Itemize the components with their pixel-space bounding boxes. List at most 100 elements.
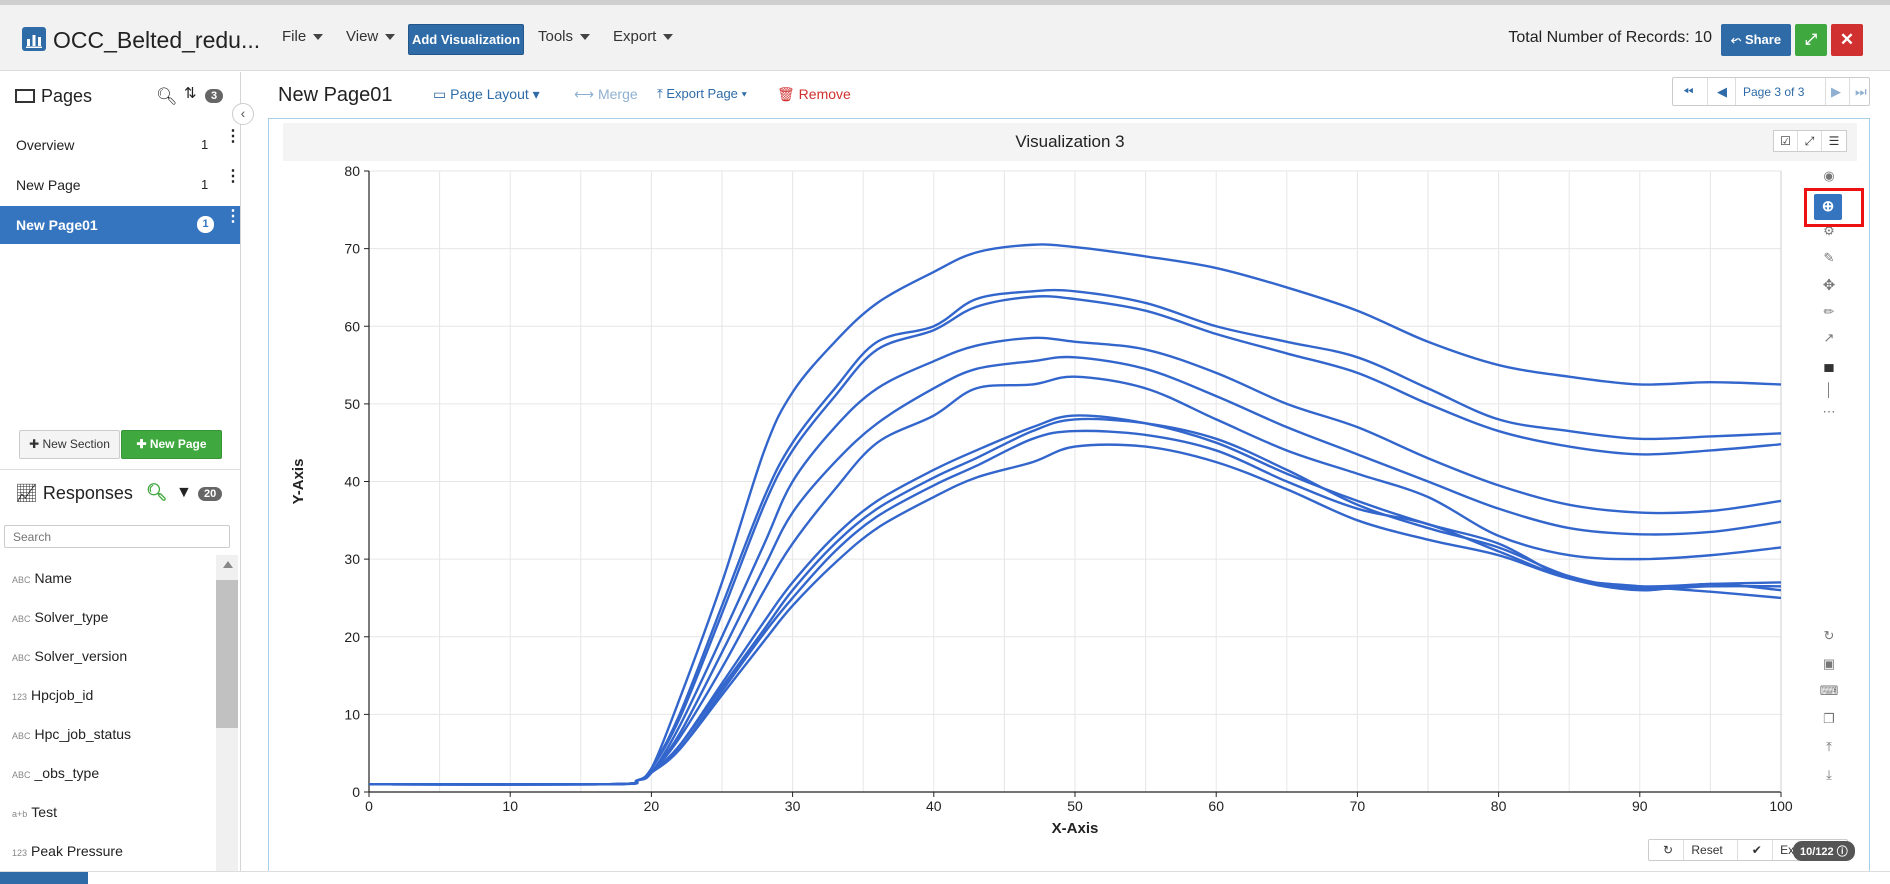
- page-item-count: 1: [197, 216, 214, 233]
- response-item[interactable]: ABC Solver_version: [12, 648, 127, 664]
- export-page-dropdown[interactable]: ⤒ Export Page ▾: [657, 86, 747, 102]
- refresh-icon[interactable]: ↻: [1823, 628, 1835, 643]
- next-page-icon[interactable]: ▶︎: [1831, 84, 1841, 99]
- response-label: _obs_type: [34, 765, 100, 781]
- page-item-overview[interactable]: Overview 1 ⋮: [0, 126, 241, 164]
- y-tick-label: 20: [344, 629, 360, 645]
- search-pages-icon[interactable]: 🔍︎: [156, 87, 178, 106]
- pages-heading: Pages: [15, 86, 92, 107]
- export-page-label: Export Page: [666, 86, 738, 101]
- maximize-icon[interactable]: ⤢: [1798, 131, 1822, 151]
- menu-export[interactable]: Export: [613, 28, 674, 45]
- scrollbar-thumb[interactable]: [216, 580, 238, 728]
- response-item[interactable]: ABC Name: [12, 570, 72, 586]
- chevron-down-icon: [580, 34, 591, 41]
- info-icon: ⓘ: [1833, 846, 1848, 858]
- remove-button[interactable]: 🗑︎ Remove: [777, 86, 851, 103]
- share-button[interactable]: ⬿ Share: [1721, 24, 1791, 56]
- plus-icon: ✚: [136, 437, 150, 451]
- pager-divider: [1849, 78, 1850, 105]
- new-section-label: New Section: [42, 437, 110, 451]
- type-label: ABC: [12, 731, 31, 741]
- x-tick-label: 20: [644, 798, 660, 814]
- visualization-panel: Visualization 3 ☑ ⤢ ☰: [268, 118, 1870, 875]
- new-section-button[interactable]: ✚ New Section: [19, 430, 120, 459]
- zoom-tool-button[interactable]: ⊕: [1814, 194, 1842, 220]
- menu-file[interactable]: File: [282, 28, 324, 45]
- app-title: OCC_Belted_redu...: [53, 27, 261, 53]
- chevron-left-icon: ‹: [240, 105, 246, 121]
- response-item[interactable]: ABC Solver_type: [12, 609, 108, 625]
- remove-label: Remove: [798, 86, 851, 102]
- response-item[interactable]: 123 Peak Pressure: [12, 843, 123, 859]
- reset-button[interactable]: ↻ Reset: [1649, 840, 1738, 860]
- download-icon[interactable]: ⤓: [1826, 767, 1832, 782]
- ruler-icon[interactable]: ▄: [1824, 356, 1834, 371]
- filter-icon[interactable]: ▼: [176, 484, 192, 501]
- menu-tools[interactable]: Tools: [538, 28, 591, 45]
- last-page-icon[interactable]: ⏭︎: [1855, 84, 1867, 99]
- collapse-sidebar-button[interactable]: ‹: [232, 103, 254, 125]
- page-item-new-page[interactable]: New Page 1 ⋮: [0, 166, 241, 204]
- type-label: ABC: [12, 575, 31, 585]
- keyboard-icon[interactable]: ⌨: [1819, 683, 1839, 698]
- prev-page-icon[interactable]: ◀︎: [1717, 84, 1727, 99]
- page-pager: ⏪︎ ◀︎ Page 3 of 3 ▶︎ ⏭︎: [1672, 77, 1870, 106]
- page-layout-dropdown[interactable]: ▭ Page Layout ▾: [433, 86, 540, 103]
- add-visualization-button[interactable]: Add Visualization: [408, 24, 524, 55]
- close-button[interactable]: ✕: [1831, 24, 1863, 56]
- status-tab: [0, 872, 88, 884]
- records-count-badge[interactable]: 10/122 ⓘ: [1793, 841, 1855, 861]
- sidebar-divider: [0, 469, 240, 470]
- x-tick-label: 100: [1769, 798, 1793, 814]
- pages-title: Pages: [41, 86, 93, 106]
- paint-brush-icon[interactable]: ✎: [1823, 250, 1835, 265]
- upload-icon[interactable]: ⤒: [1826, 739, 1832, 754]
- arrow-icon[interactable]: ↗: [1823, 330, 1835, 345]
- copy-icon[interactable]: ❐: [1823, 711, 1835, 726]
- response-label: Hpcjob_id: [31, 687, 94, 703]
- plus-icon: ✚: [29, 437, 43, 451]
- save-icon[interactable]: ▣: [1822, 656, 1836, 671]
- menu-tools-label: Tools: [538, 28, 574, 45]
- x-tick-label: 60: [1208, 798, 1224, 814]
- responses-search-input[interactable]: [4, 525, 230, 548]
- fullscreen-button[interactable]: ⤢: [1795, 24, 1827, 56]
- merge-button[interactable]: ⟷ Merge: [574, 86, 638, 103]
- sort-pages-icon[interactable]: ⇅: [184, 85, 197, 102]
- new-page-button[interactable]: ✚ New Page: [121, 430, 222, 459]
- dotted-line-icon[interactable]: ⋯: [1822, 404, 1836, 419]
- list-icon: [15, 89, 35, 103]
- response-item[interactable]: 123 Hpcjob_id: [12, 687, 93, 703]
- page-item-label: Overview: [16, 137, 75, 153]
- response-item[interactable]: ABC Hpc_job_status: [12, 726, 131, 742]
- page-item-count: 1: [201, 177, 209, 192]
- response-item[interactable]: a+b Test: [12, 804, 57, 820]
- caret-down-icon: ▾: [528, 86, 540, 102]
- responses-count-badge: 20: [198, 487, 223, 501]
- response-label: Test: [31, 804, 57, 820]
- checkbox-icon[interactable]: ☑: [1774, 131, 1798, 151]
- vertical-line-icon[interactable]: │: [1824, 382, 1834, 397]
- scroll-up-arrow-icon[interactable]: [223, 561, 233, 568]
- page-item-label: New Page: [16, 177, 81, 193]
- type-label: 123: [12, 692, 28, 702]
- x-tick-label: 90: [1632, 798, 1648, 814]
- pages-count-badge: 3: [205, 89, 224, 103]
- zoom-tool-highlight: [1804, 188, 1864, 227]
- pencil-icon[interactable]: ✏: [1823, 304, 1835, 319]
- menu-icon[interactable]: ☰: [1828, 134, 1840, 148]
- first-page-icon[interactable]: ⏪︎: [1683, 84, 1694, 99]
- move-icon[interactable]: ✥: [1822, 277, 1836, 294]
- y-axis-label: Y-Axis: [290, 459, 307, 505]
- settings-gear-icon[interactable]: ⚙: [1823, 223, 1835, 238]
- search-responses-icon[interactable]: 🔍︎: [146, 483, 168, 502]
- x-tick-label: 70: [1350, 798, 1366, 814]
- x-tick-label: 30: [785, 798, 801, 814]
- page-item-new-page01[interactable]: New Page01 1 ⋮: [0, 206, 241, 244]
- menu-view[interactable]: View: [346, 28, 396, 45]
- eye-icon[interactable]: ◉: [1823, 168, 1835, 183]
- menu-file-label: File: [282, 28, 307, 45]
- response-item[interactable]: ABC _obs_type: [12, 765, 99, 781]
